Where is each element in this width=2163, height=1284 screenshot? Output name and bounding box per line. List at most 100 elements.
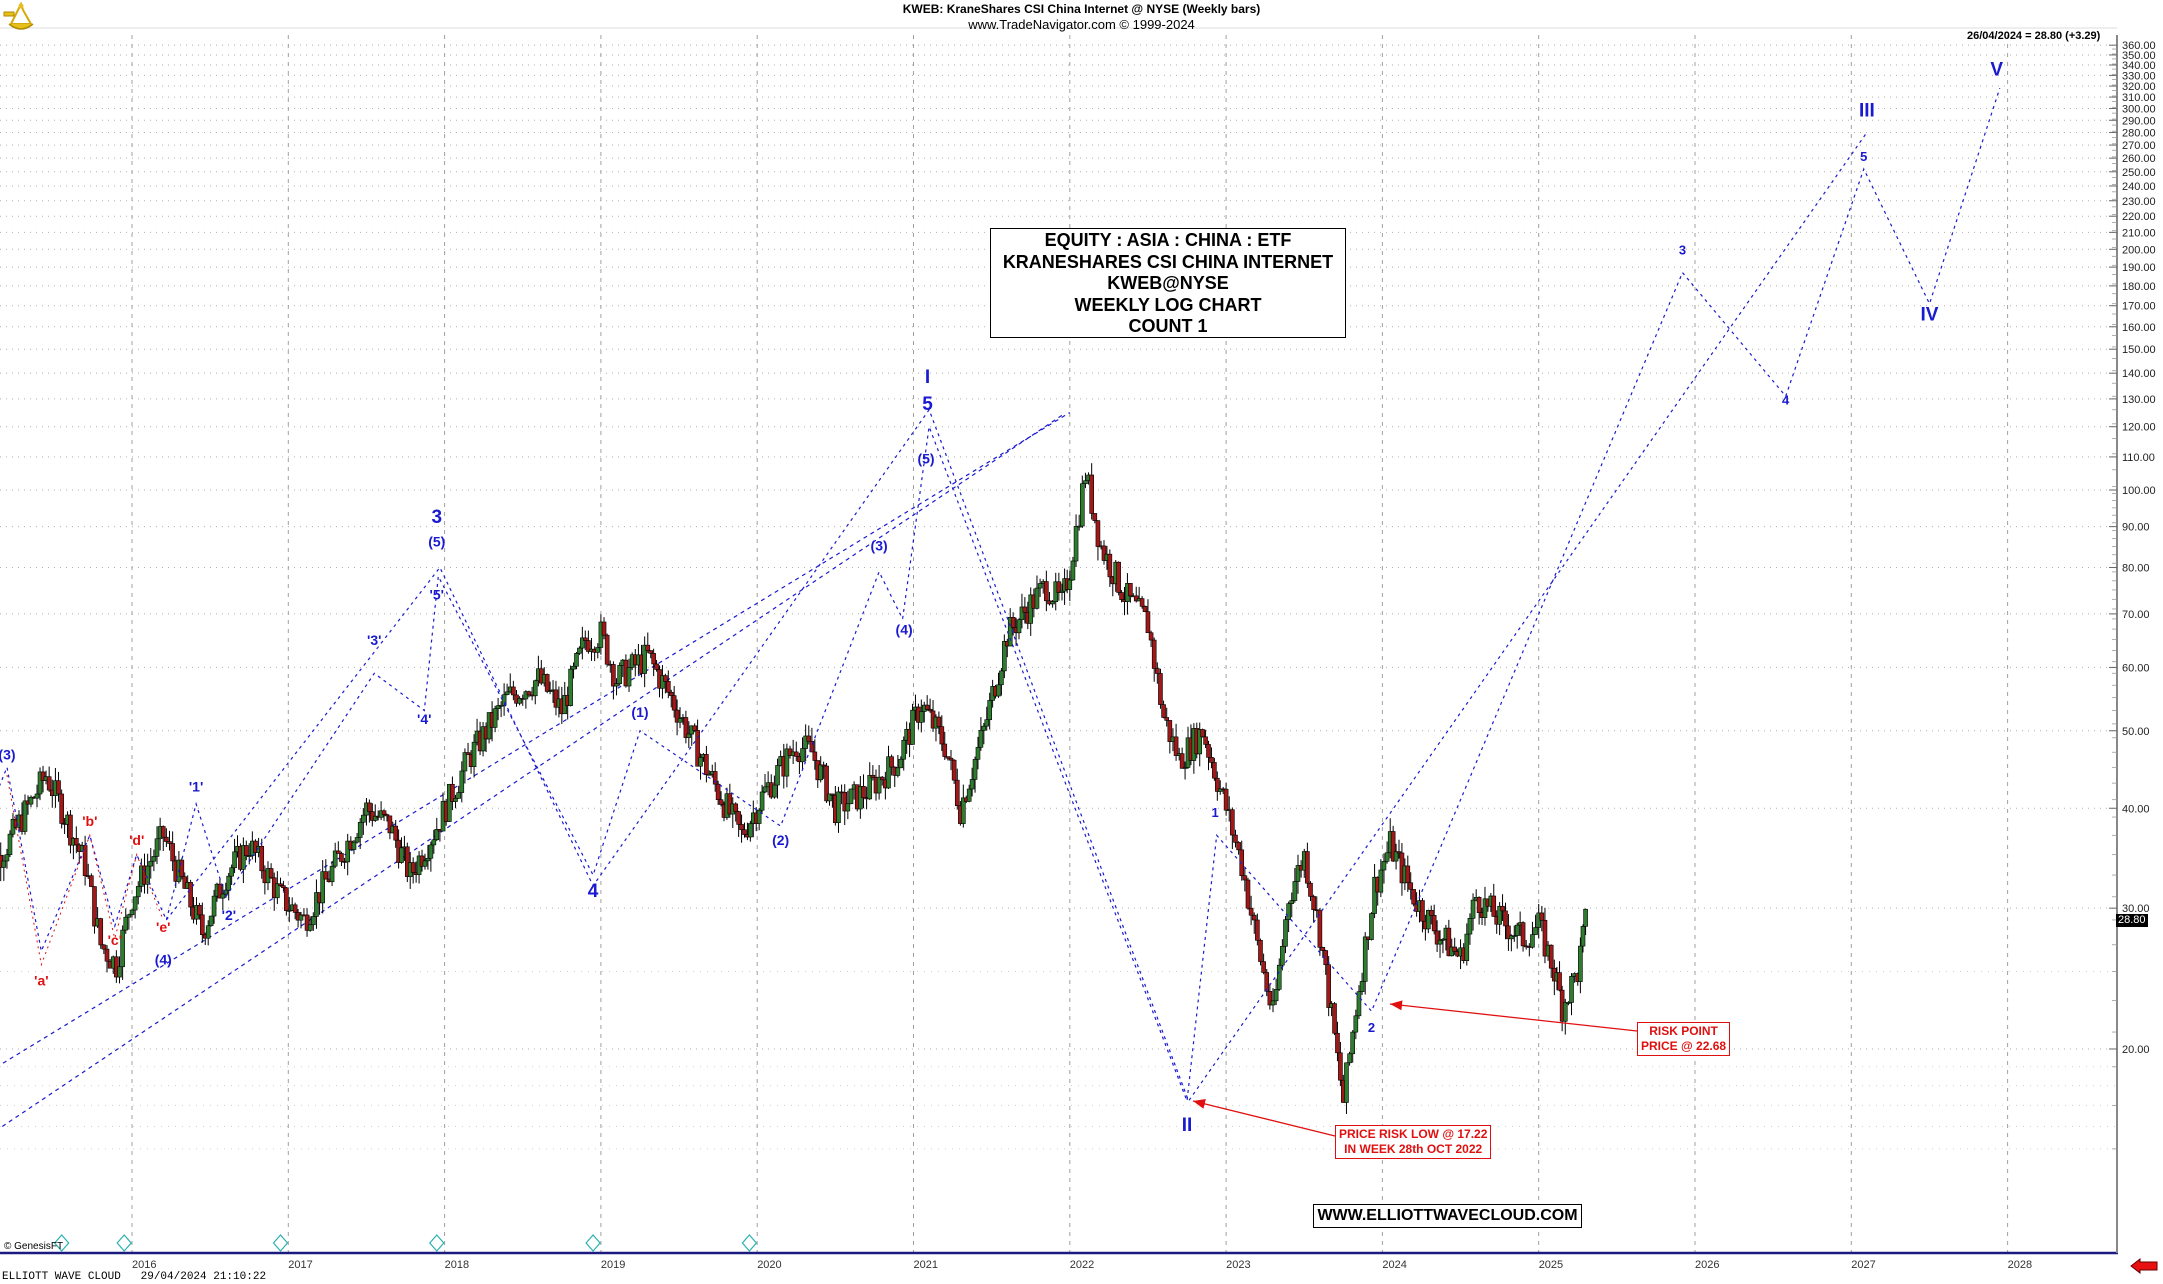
chart-info-box: EQUITY : ASIA : CHINA : ETF KRANESHARES …	[990, 228, 1346, 338]
y-tick-label: 210.00	[2122, 227, 2156, 239]
dividend-marker-icon	[53, 1234, 70, 1252]
chart-title: KWEB: KraneShares CSI China Internet @ N…	[902, 2, 1261, 16]
y-tick-label: 40.00	[2122, 803, 2150, 815]
wave-label: III	[1859, 101, 1875, 122]
y-tick-label: 50.00	[2122, 726, 2150, 738]
status-footer: ELLIOTT WAVE CLOUD 29/04/2024 21:10:22	[2, 1271, 267, 1283]
wave-label: 1	[1212, 805, 1219, 820]
wave-labels: (3) 'a' 'b' 'c' 'd' 'e' (4) '1' '2' '3' '4' '5' (5) 3…	[0, 59, 2003, 1135]
dividend-marker-icon	[428, 1234, 445, 1252]
y-tick-label: 300.00	[2122, 103, 2156, 115]
wave-label: 5	[1860, 149, 1867, 164]
wave-count-lines	[0, 88, 2001, 1103]
wave-label: I	[925, 367, 930, 388]
wave-label: 'a'	[34, 973, 48, 989]
wave-label: (1)	[631, 704, 648, 720]
wave-label: 4	[1782, 392, 1790, 407]
wave-label: '3'	[367, 632, 381, 648]
risk-point-annotation: RISK POINT PRICE @ 22.68	[1637, 1022, 1731, 1056]
info-line-chart-type: WEEKLY LOG CHART	[1074, 294, 1262, 315]
y-tick-label: 250.00	[2122, 167, 2156, 179]
info-line-symbol: KWEB@NYSE	[1107, 273, 1229, 293]
wave-label: '2'	[222, 907, 236, 923]
x-tick-label: 2016	[132, 1259, 156, 1271]
wave-label: '5'	[430, 586, 444, 602]
x-tick-label: 2026	[1695, 1259, 1719, 1271]
y-tick-label: 280.00	[2122, 127, 2156, 139]
y-tick-label: 150.00	[2122, 344, 2156, 356]
y-tick-label: 190.00	[2122, 262, 2156, 274]
wave-label: 3	[1679, 243, 1686, 258]
y-tick-label: 110.00	[2122, 452, 2155, 464]
y-tick-label: 350.00	[2122, 50, 2156, 62]
dividend-marker-icon	[585, 1234, 601, 1252]
wave-label: (5)	[428, 533, 445, 549]
y-tick-label: 340.00	[2122, 60, 2156, 72]
y-tick-label: 270.00	[2122, 140, 2156, 152]
wave-label: 'b'	[82, 813, 97, 829]
x-tick-label: 2019	[601, 1259, 625, 1271]
axes: 20.00 30.00 40.00 50.00 60.00 70.00 80.00 90.00…	[0, 27, 2156, 1271]
wave-label: (4)	[155, 952, 172, 968]
y-tick-label: 320.00	[2122, 81, 2156, 93]
info-line-name: KRANESHARES CSI CHINA INTERNET	[1002, 251, 1334, 272]
wave-label: 'd'	[129, 832, 144, 848]
y-tick-label: 260.00	[2122, 153, 2156, 165]
y-tick-label: 180.00	[2122, 281, 2156, 293]
wave-label: V	[1990, 59, 2003, 80]
info-line-count: COUNT 1	[1128, 316, 1208, 336]
candlestick-series	[0, 463, 1588, 1114]
y-tick-label: 220.00	[2122, 211, 2156, 223]
sextant-icon	[3, 2, 34, 30]
y-tick-label: 70.00	[2122, 609, 2150, 621]
dividend-marker-icon	[272, 1234, 289, 1252]
wave-label: (5)	[917, 450, 934, 466]
y-tick-label: 240.00	[2122, 181, 2156, 193]
y-tick-label: 30.00	[2122, 903, 2150, 915]
y-tick-label: 200.00	[2122, 244, 2156, 256]
x-tick-label: 2020	[757, 1259, 781, 1271]
x-tick-label: 2024	[1382, 1259, 1406, 1271]
scroll-left-arrow-icon[interactable]	[2130, 1258, 2158, 1274]
wave-label: 'e'	[156, 919, 170, 935]
grid-lines	[0, 35, 2115, 1253]
copyright-label: © GenesisFT	[4, 1241, 64, 1252]
dividend-marker-icon	[741, 1234, 758, 1252]
annotation-arrows	[1192, 1000, 1638, 1137]
wave-label: 2	[1368, 1020, 1375, 1035]
y-tick-label: 160.00	[2122, 322, 2156, 334]
chart-subtitle: www.TradeNavigator.com © 1999-2024	[968, 17, 1195, 32]
wave-label: '1'	[189, 778, 203, 794]
wave-label: 4	[588, 881, 599, 902]
website-banner: WWW.ELLIOTTWAVECLOUD.COM	[1313, 1204, 1582, 1228]
y-tick-label: 170.00	[2122, 301, 2156, 313]
y-tick-label: 330.00	[2122, 70, 2156, 82]
y-tick-label: 120.00	[2122, 422, 2156, 434]
x-tick-label: 2017	[288, 1259, 312, 1271]
y-tick-label: 290.00	[2122, 115, 2156, 127]
x-tick-label: 2027	[1851, 1259, 1875, 1271]
wave-label: IV	[1920, 304, 1938, 325]
x-tick-label: 2018	[445, 1259, 469, 1271]
y-tick-label: 20.00	[2122, 1044, 2150, 1056]
current-price-tag: 28.80	[2116, 914, 2148, 927]
risk-low-annotation: PRICE RISK LOW @ 17.22 IN WEEK 28th OCT …	[1335, 1125, 1492, 1159]
y-tick-label: 140.00	[2122, 368, 2156, 380]
wave-label: 3	[431, 507, 442, 528]
wave-label: (3)	[871, 538, 888, 554]
info-line-category: EQUITY : ASIA : CHINA : ETF	[1044, 230, 1292, 250]
y-tick-label: 230.00	[2122, 196, 2156, 208]
wave-label: (3)	[0, 747, 16, 763]
wave-label: 'c'	[108, 932, 122, 948]
channel-lines	[0, 412, 1071, 1129]
y-tick-label: 130.00	[2122, 394, 2156, 406]
wave-label: 5	[922, 394, 933, 415]
wave-label: (2)	[772, 832, 789, 848]
wave-label: (4)	[896, 621, 913, 637]
y-tick-label: 310.00	[2122, 92, 2156, 104]
x-tick-label: 2022	[1070, 1259, 1094, 1271]
y-tick-label: 360.00	[2122, 40, 2156, 52]
x-tick-label: 2028	[2008, 1259, 2032, 1271]
y-tick-label: 80.00	[2122, 563, 2150, 575]
